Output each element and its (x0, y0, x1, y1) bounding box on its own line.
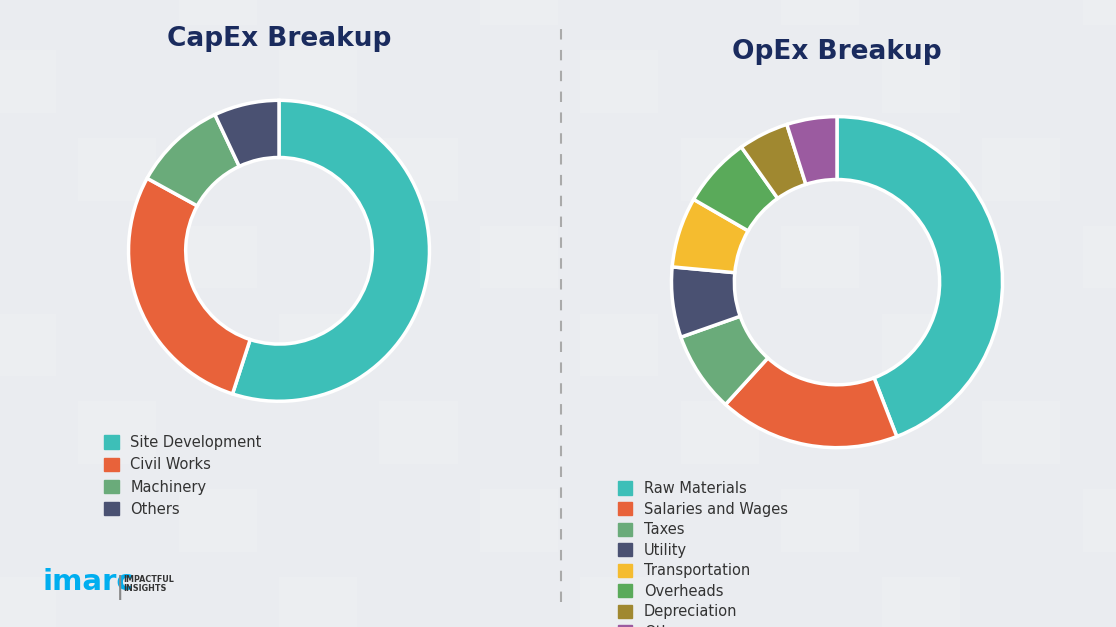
Bar (1083, 226, 1116, 288)
Bar (279, 50, 357, 113)
Bar (480, 489, 558, 552)
Wedge shape (787, 117, 837, 184)
Title: CapEx Breakup: CapEx Breakup (166, 26, 392, 52)
Bar (179, 226, 257, 288)
Bar (379, 138, 458, 201)
Text: |: | (116, 575, 125, 600)
Wedge shape (232, 100, 430, 401)
Bar (882, 50, 960, 113)
Title: OpEx Breakup: OpEx Breakup (732, 39, 942, 65)
Wedge shape (837, 117, 1002, 436)
Bar (580, 577, 658, 627)
Wedge shape (694, 147, 778, 231)
Bar (681, 138, 759, 201)
Bar (681, 401, 759, 464)
Bar (580, 50, 658, 113)
Bar (1083, 0, 1116, 25)
Bar (982, 138, 1060, 201)
Bar (179, 489, 257, 552)
Bar (0, 314, 56, 376)
Bar (882, 314, 960, 376)
Bar (78, 138, 156, 201)
Wedge shape (215, 100, 279, 166)
Bar (279, 577, 357, 627)
Wedge shape (147, 115, 239, 206)
Legend: Raw Materials, Salaries and Wages, Taxes, Utility, Transportation, Overheads, De: Raw Materials, Salaries and Wages, Taxes… (614, 477, 792, 627)
Text: INSIGHTS: INSIGHTS (123, 584, 166, 593)
Bar (580, 314, 658, 376)
Bar (982, 401, 1060, 464)
Wedge shape (672, 199, 748, 273)
Wedge shape (725, 358, 897, 448)
Wedge shape (128, 178, 250, 394)
Bar (882, 577, 960, 627)
Wedge shape (672, 267, 740, 337)
Bar (480, 226, 558, 288)
Bar (0, 577, 56, 627)
Text: imarc: imarc (42, 568, 134, 596)
Wedge shape (741, 124, 806, 198)
Bar (78, 401, 156, 464)
Bar (379, 401, 458, 464)
Wedge shape (681, 316, 768, 404)
Bar (1083, 489, 1116, 552)
Bar (279, 314, 357, 376)
Bar (0, 50, 56, 113)
Bar (781, 226, 859, 288)
Legend: Site Development, Civil Works, Machinery, Others: Site Development, Civil Works, Machinery… (99, 431, 266, 521)
Bar (179, 0, 257, 25)
Text: IMPACTFUL: IMPACTFUL (123, 575, 174, 584)
Bar (781, 489, 859, 552)
Bar (480, 0, 558, 25)
Bar (781, 0, 859, 25)
